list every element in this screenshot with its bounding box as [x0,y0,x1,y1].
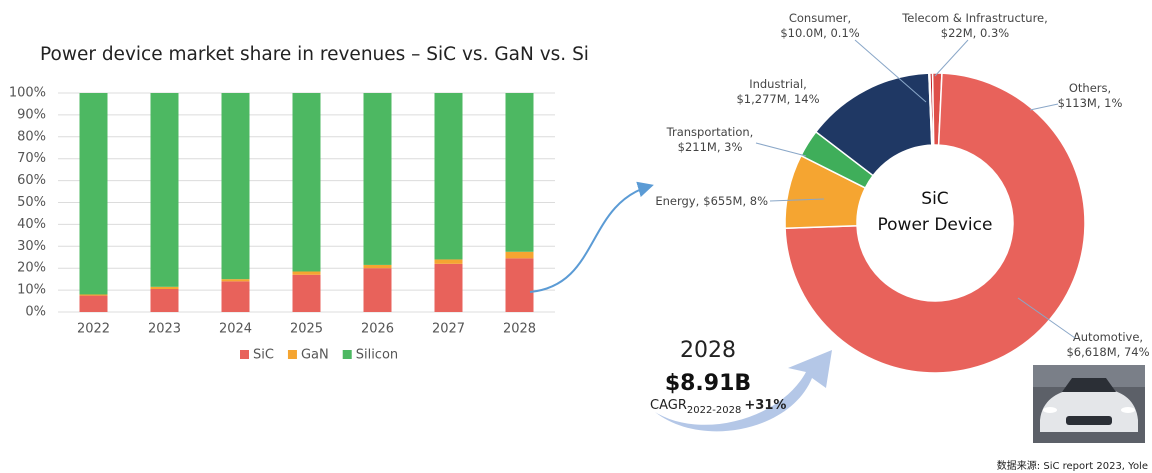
y-tick-label: 0% [25,305,46,320]
segment-value-label: $22M, 0.3% [941,26,1009,40]
bar-segment [151,287,179,289]
legend-swatch [343,350,352,359]
y-tick-label: 70% [17,151,46,166]
year-label: 2028 [680,338,736,363]
cagr-label: CAGR [650,398,687,413]
bar-segment [435,264,463,312]
segment-name: Telecom & Infrastructure, [901,11,1048,25]
bar-segment [293,93,321,271]
x-tick-label: 2022 [77,322,110,337]
x-tick-label: 2023 [148,322,181,337]
y-tick-label: 10% [17,283,46,298]
segment-name: Automotive, [1073,330,1143,344]
segment-label: Transportation,$211M, 3% [666,125,754,154]
segment-value-label: $6,618M, 74% [1066,345,1149,359]
bar-segment [293,271,321,274]
legend-label: GaN [301,348,329,363]
bar-segment [222,93,250,279]
bar-segment [506,258,534,312]
y-tick-label: 50% [17,195,46,210]
segment-value-label: $1,277M, 14% [736,92,819,106]
segment-name: Others, [1069,81,1111,95]
bar-segment [80,93,108,294]
connector-arrow [530,186,650,292]
bar-segment [80,294,108,295]
chart: Power device market share in revenues – … [0,0,1152,473]
segment-name: Consumer, [789,11,851,25]
legend-label: SiC [253,348,274,363]
segment-value-label: $655M, 8% [703,194,768,208]
x-tick-label: 2026 [361,322,394,337]
y-tick-label: 30% [17,239,46,254]
donut-chart: SiC Power Device Telecom & Infrastructure,… [655,11,1149,374]
y-tick-label: 100% [9,86,46,101]
bar-segment [222,279,250,281]
segment-label: Energy, $655M, 8% [655,194,768,208]
legend-label: Silicon [356,348,398,363]
bar-segment [506,252,534,259]
bar-segment [506,93,534,252]
y-tick-label: 40% [17,217,46,232]
car-photo [1033,365,1145,443]
total-label: $8.91B [665,371,751,396]
bar-segment [80,296,108,312]
bar-segment [151,289,179,312]
cagr-period: 2022-2028 [687,405,742,416]
segment-label: Industrial,$1,277M, 14% [736,77,819,106]
source-note: 数据来源: SiC report 2023, Yole [997,459,1148,472]
center-label: Power Device [878,215,993,235]
y-tick-label: 20% [17,261,46,276]
bar-segment [435,259,463,263]
x-tick-label: 2025 [290,322,323,337]
x-tick-label: 2027 [432,322,465,337]
x-tick-label: 2024 [219,322,252,337]
segment-name: Energy, [655,194,699,208]
segment-label: Automotive,$6,618M, 74% [1066,330,1149,359]
legend-swatch [240,350,249,359]
segment-value-label: $10.0M, 0.1% [780,26,859,40]
y-tick-label: 90% [17,107,46,122]
segment-name: Industrial, [749,77,807,91]
y-tick-label: 60% [17,173,46,188]
bar-segment [364,265,392,268]
chart-title: Power device market share in revenues – … [40,44,589,65]
segment-label: Consumer,$10.0M, 0.1% [780,11,859,40]
segment-label: Others,$113M, 1% [1058,81,1123,110]
page: {"chart_data": [ {"type": "bar", "stacke… [0,0,1152,473]
bar-segment [364,268,392,312]
bar-segment [364,93,392,265]
bar-chart: 0% 10% 20% 30% 40% 50% 60% 70% 80% 90% 100% 2022 202… [9,86,555,363]
bar-segment [293,275,321,312]
bar-segment [151,93,179,287]
cagr-value: +31% [744,398,786,413]
segment-value-label: $113M, 1% [1058,96,1123,110]
legend-swatch [288,350,297,359]
y-tick-label: 80% [17,129,46,144]
bar-segment [222,281,250,312]
segment-value-label: $211M, 3% [678,140,743,154]
x-tick-label: 2028 [503,322,536,337]
segment-label: Telecom & Infrastructure,$22M, 0.3% [901,11,1048,40]
segment-name: Transportation, [666,125,754,139]
center-label: SiC [921,189,948,209]
bar-segment [435,93,463,259]
